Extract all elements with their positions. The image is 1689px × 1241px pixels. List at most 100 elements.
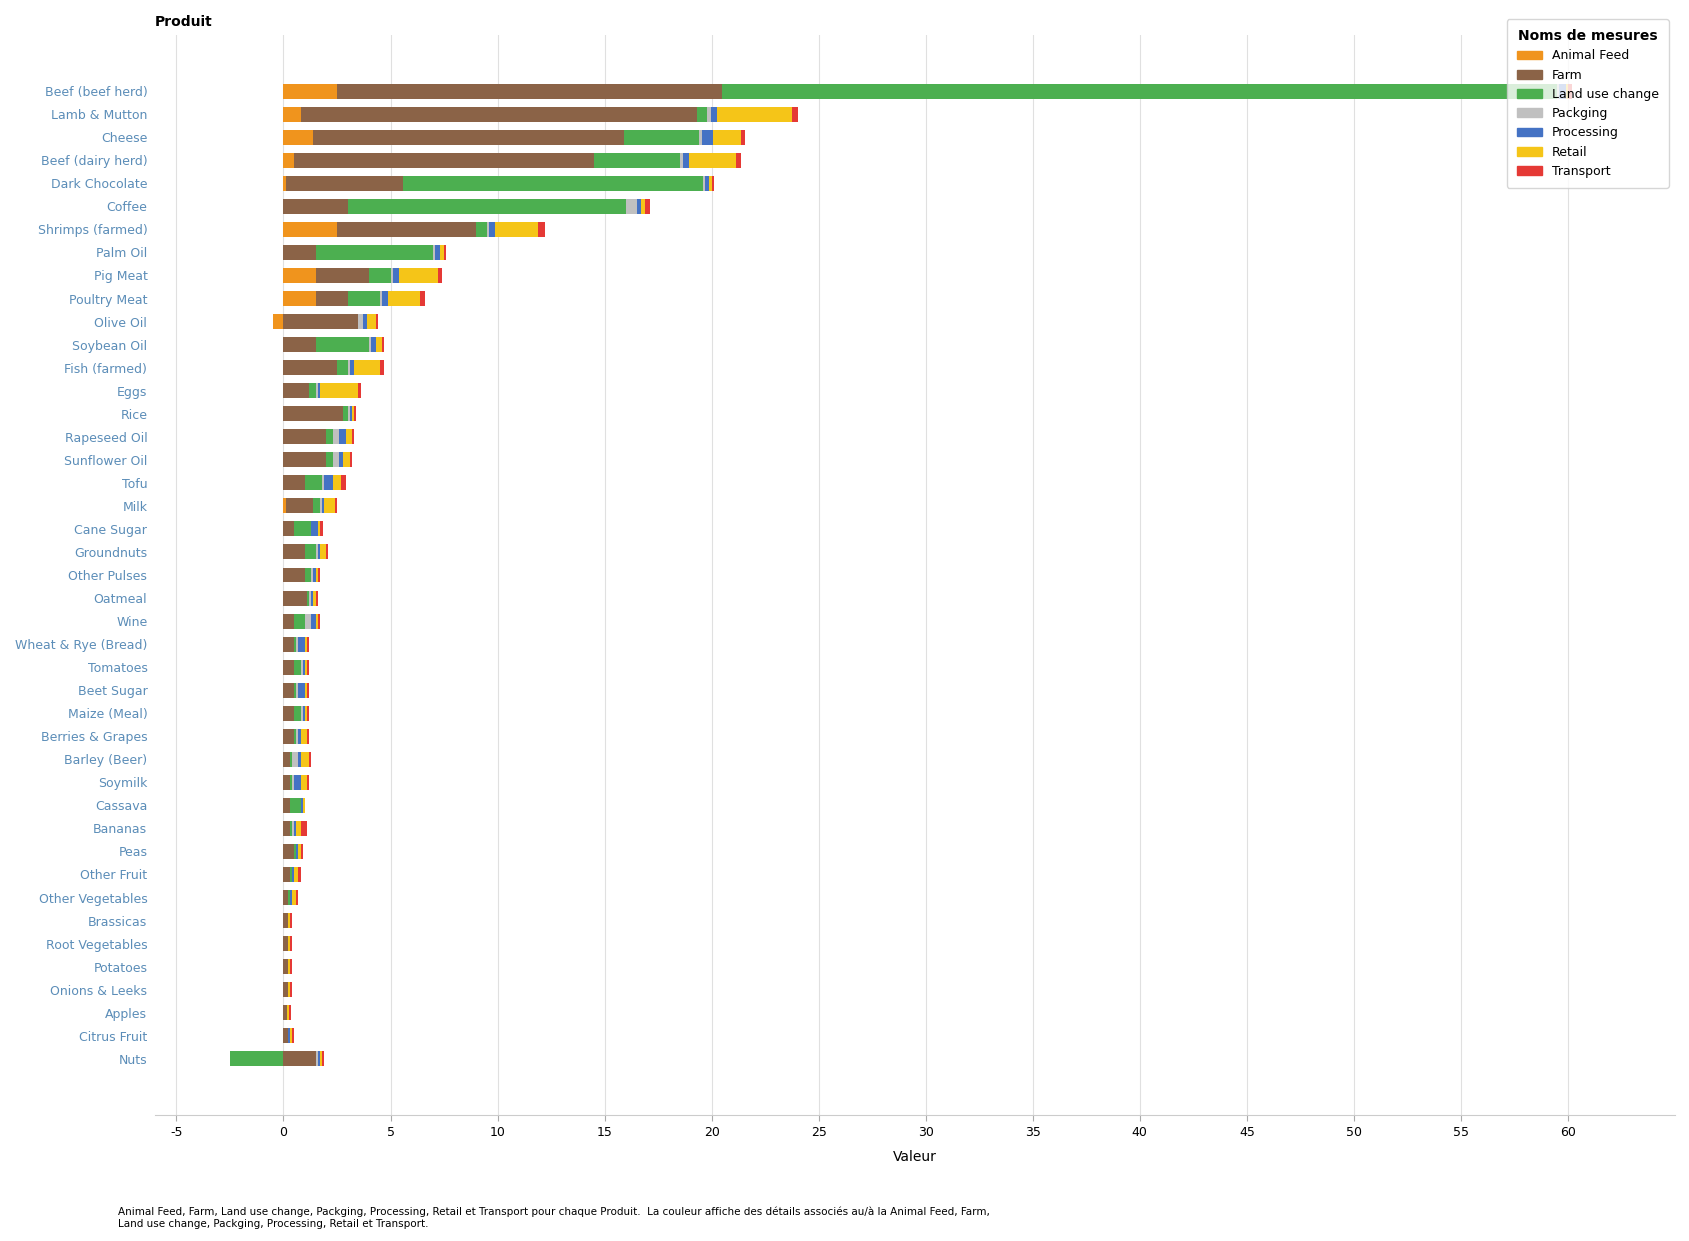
Bar (285, 176, 404, 191)
Bar (291, 913, 292, 928)
Bar (302, 660, 304, 675)
Bar (292, 867, 294, 882)
Bar (284, 683, 294, 697)
Bar (284, 268, 316, 283)
Bar (299, 683, 304, 697)
Bar (284, 83, 336, 99)
Bar (341, 475, 345, 490)
Bar (1559, 83, 1566, 99)
Bar (625, 199, 637, 213)
Bar (311, 591, 312, 606)
Bar (372, 338, 375, 352)
Bar (316, 268, 368, 283)
Bar (307, 660, 309, 675)
Bar (323, 475, 324, 490)
Bar (284, 199, 348, 213)
Bar (291, 936, 292, 951)
Bar (323, 1051, 324, 1066)
Bar (716, 107, 792, 122)
Bar (311, 567, 312, 582)
Bar (291, 1029, 292, 1044)
Bar (593, 153, 679, 168)
Bar (304, 660, 307, 675)
Bar (292, 890, 296, 905)
Bar (284, 728, 294, 743)
Bar (284, 637, 294, 652)
Bar (333, 429, 339, 444)
Bar (284, 567, 304, 582)
Bar (703, 176, 704, 191)
Bar (537, 222, 544, 237)
Bar (304, 706, 307, 721)
Bar (334, 499, 336, 514)
Bar (284, 959, 287, 974)
Bar (301, 774, 307, 789)
Bar (230, 1051, 284, 1066)
Bar (307, 728, 309, 743)
Bar (432, 244, 436, 259)
Bar (437, 268, 441, 283)
Bar (284, 222, 336, 237)
Bar (637, 199, 640, 213)
Bar (284, 475, 304, 490)
Bar (294, 774, 301, 789)
Bar (713, 130, 740, 145)
Bar (792, 107, 797, 122)
Bar (296, 822, 301, 836)
Bar (284, 406, 343, 421)
Bar (351, 406, 355, 421)
Bar (355, 360, 380, 375)
Bar (292, 774, 294, 789)
Bar (304, 613, 311, 628)
Bar (287, 890, 291, 905)
Bar (318, 613, 319, 628)
Bar (350, 406, 351, 421)
Bar (301, 706, 302, 721)
Bar (390, 268, 392, 283)
Bar (284, 752, 291, 767)
Bar (284, 292, 316, 307)
Bar (375, 314, 377, 329)
Bar (343, 452, 350, 468)
Bar (287, 913, 291, 928)
Text: Produit: Produit (155, 15, 213, 29)
Bar (358, 314, 363, 329)
Bar (368, 268, 390, 283)
Bar (316, 567, 318, 582)
Bar (640, 199, 645, 213)
Bar (294, 613, 304, 628)
Bar (291, 774, 292, 789)
Bar (284, 521, 294, 536)
Bar (296, 637, 299, 652)
Bar (284, 1029, 287, 1044)
Bar (309, 752, 311, 767)
Bar (1567, 83, 1571, 99)
Bar (272, 314, 284, 329)
Bar (318, 545, 319, 560)
Bar (1556, 83, 1559, 99)
Bar (367, 314, 375, 329)
Bar (299, 728, 301, 743)
Bar (316, 292, 348, 307)
Bar (696, 107, 708, 122)
Bar (476, 222, 486, 237)
Bar (301, 798, 302, 813)
Bar (312, 567, 316, 582)
Bar (284, 1051, 316, 1066)
Bar (284, 982, 287, 998)
Bar (307, 591, 309, 606)
Bar (304, 475, 323, 490)
Bar (318, 383, 319, 398)
Bar (711, 176, 713, 191)
Bar (324, 475, 333, 490)
Bar (339, 452, 343, 468)
Bar (312, 591, 316, 606)
Bar (380, 360, 383, 375)
Bar (345, 429, 351, 444)
Bar (333, 475, 341, 490)
Bar (326, 452, 333, 468)
Bar (348, 199, 625, 213)
Bar (284, 844, 294, 859)
Bar (708, 107, 709, 122)
Bar (292, 1029, 294, 1044)
